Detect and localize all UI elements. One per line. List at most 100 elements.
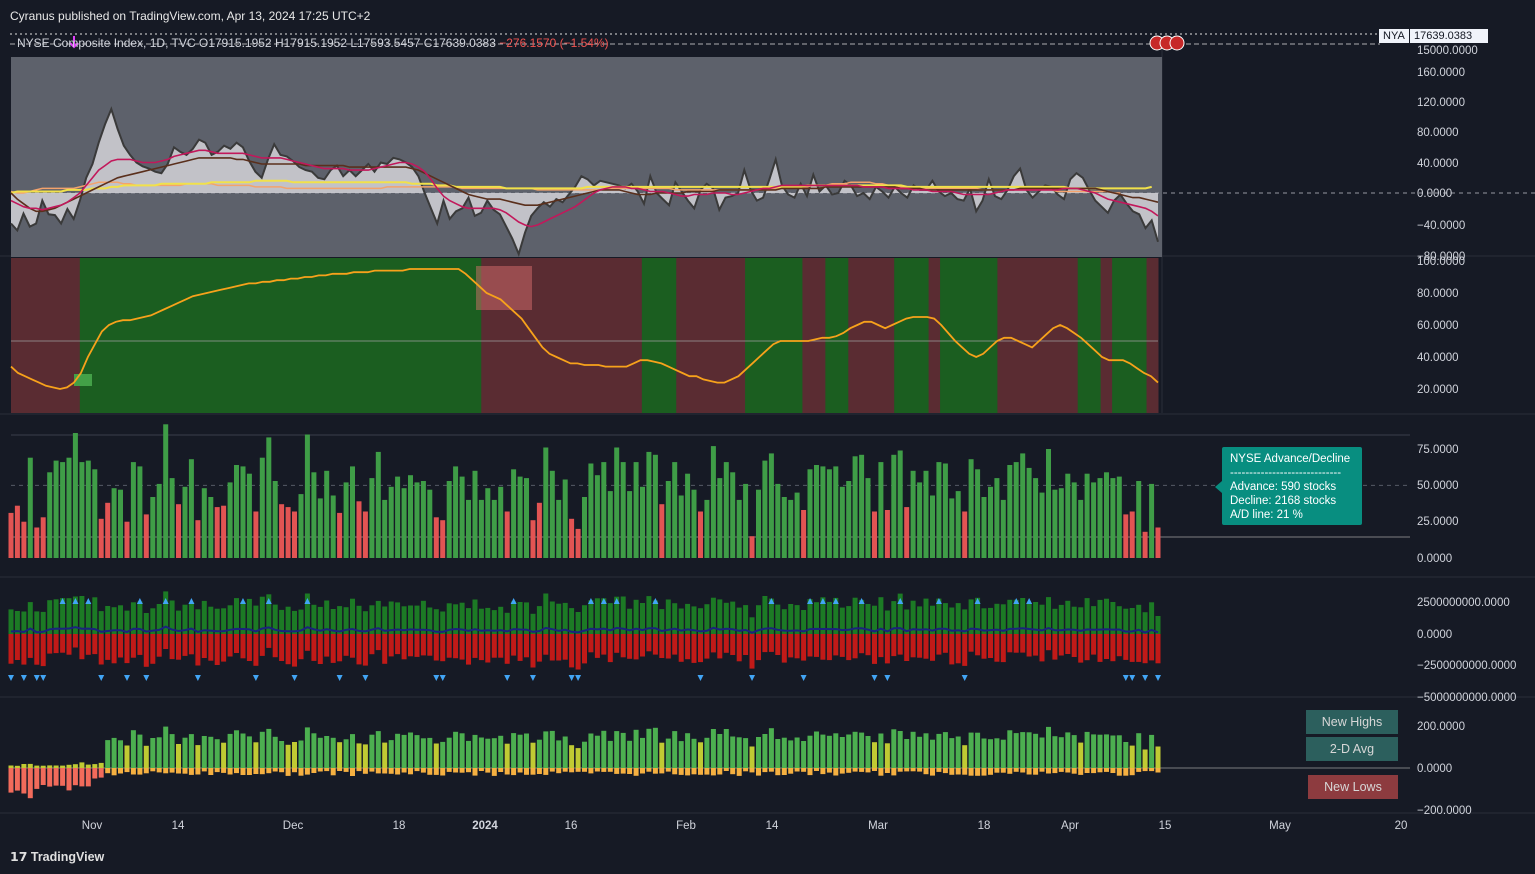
new-high-bar	[1065, 732, 1071, 768]
new-high-bar	[388, 740, 394, 768]
volume-up-bar	[936, 598, 942, 634]
new-high-bar	[369, 734, 375, 768]
oscillator-tick-label: 15000.0000	[1417, 45, 1478, 57]
oscillator-tick-label: 80.0000	[1417, 127, 1459, 139]
down-marker-icon	[1122, 675, 1129, 681]
new-high-bar	[704, 737, 710, 768]
symbol-name[interactable]: NYSE Composite Index, 1D, TVC	[17, 36, 196, 50]
x-tick-label: Nov	[82, 820, 103, 832]
new-high-bar	[304, 727, 310, 768]
volume-down-bar	[350, 634, 355, 658]
volume-up-bar	[317, 606, 323, 634]
tradingview-logo[interactable]: 𝟭𝟳 TradingView	[10, 849, 104, 864]
volume-up-bar	[994, 603, 1000, 634]
volume-down-bar	[904, 634, 910, 661]
new-high-bar	[130, 730, 136, 768]
volume-down-bar	[324, 634, 330, 657]
volume-down-bar	[549, 634, 555, 661]
ma-tick-label: 40.0000	[1417, 352, 1459, 364]
new-high-bar	[543, 731, 549, 768]
new-high-bar	[401, 734, 407, 768]
new-low-bar	[40, 768, 46, 785]
new-high-bar	[685, 733, 691, 768]
ad-bar	[1149, 483, 1155, 558]
ad-bar	[781, 497, 787, 558]
down-marker-icon	[504, 675, 511, 681]
ad-bar	[665, 481, 671, 558]
ma-zone	[79, 258, 482, 413]
percent-above-ma-line	[10, 268, 1159, 390]
volume-down-bar	[1091, 634, 1097, 655]
volume-up-bar	[478, 608, 484, 634]
volume-up-bar	[930, 605, 935, 634]
ad-bar	[846, 481, 852, 558]
new-high-bar	[923, 733, 929, 768]
volume-up-bar	[788, 604, 794, 634]
ma-tick-label: 100.0000	[1417, 256, 1465, 268]
volume-up-bar	[717, 599, 723, 634]
ad-bar	[246, 473, 252, 558]
volume-up-bar	[1020, 598, 1026, 634]
down-marker-icon	[433, 675, 440, 681]
volume-down-bar	[1039, 634, 1045, 662]
volume-up-bar	[1129, 608, 1135, 634]
ad-bar	[517, 476, 523, 558]
volume-up-bar	[968, 599, 974, 634]
new-low-bar	[130, 768, 136, 775]
volume-up-bar	[504, 612, 510, 634]
volume-down-bar	[137, 634, 143, 655]
volume-up-bar	[524, 602, 529, 634]
new-high-bar	[665, 738, 671, 768]
volume-up-bar	[1104, 598, 1109, 634]
new-low-bar	[910, 768, 916, 772]
new-high-bar	[743, 738, 749, 768]
new-high-bar	[633, 729, 639, 768]
volume-up-bar	[607, 603, 613, 634]
volume-up-bar	[259, 596, 265, 634]
new-low-bar	[427, 768, 433, 775]
volume-up-bar	[1026, 602, 1032, 634]
new-high-bar	[478, 737, 484, 768]
volume-up-bar	[98, 611, 104, 634]
volume-up-bar	[781, 609, 787, 634]
volume-down-bar	[594, 634, 600, 658]
volume-down-bar	[846, 634, 852, 661]
ad-bar	[234, 465, 239, 558]
new-high-bar	[234, 730, 239, 768]
ad-bar	[401, 488, 407, 558]
new-high-bar	[491, 738, 497, 768]
volume-down-bar	[472, 634, 478, 658]
volume-up-bar	[614, 596, 620, 634]
ad-tick-label: 25.0000	[1417, 516, 1459, 528]
volume-up-bar	[872, 605, 877, 634]
new-high-bar	[176, 744, 181, 768]
new-high-bar	[627, 740, 633, 768]
new-low-bar	[717, 768, 723, 775]
up-marker-icon	[768, 598, 775, 604]
ad-bar	[614, 447, 620, 558]
down-marker-icon	[697, 675, 704, 681]
new-high-bar	[994, 738, 1000, 768]
ma-zone	[894, 258, 930, 413]
volume-down-bar	[859, 634, 865, 654]
new-low-bar	[214, 768, 220, 773]
down-marker-icon	[884, 675, 891, 681]
volume-up-bar	[485, 607, 491, 634]
new-high-bar	[981, 738, 987, 768]
new-low-bar	[92, 768, 98, 779]
volume-down-bar	[169, 634, 175, 660]
volume-up-bar	[66, 598, 72, 634]
volume-down-bar	[768, 634, 774, 652]
ad-bar	[356, 501, 362, 558]
new-high-bar	[472, 734, 478, 768]
ad-bar	[195, 520, 201, 558]
new-low-bar	[549, 768, 555, 772]
new-high-bar	[60, 765, 66, 768]
new-high-bar	[955, 736, 961, 768]
volume-up-bar	[304, 593, 310, 634]
ad-bar	[749, 536, 755, 558]
volume-up-bar	[562, 602, 568, 634]
volume-down-bar	[420, 634, 426, 656]
volume-down-bar	[1000, 634, 1006, 663]
volume-down-bar	[72, 634, 78, 648]
